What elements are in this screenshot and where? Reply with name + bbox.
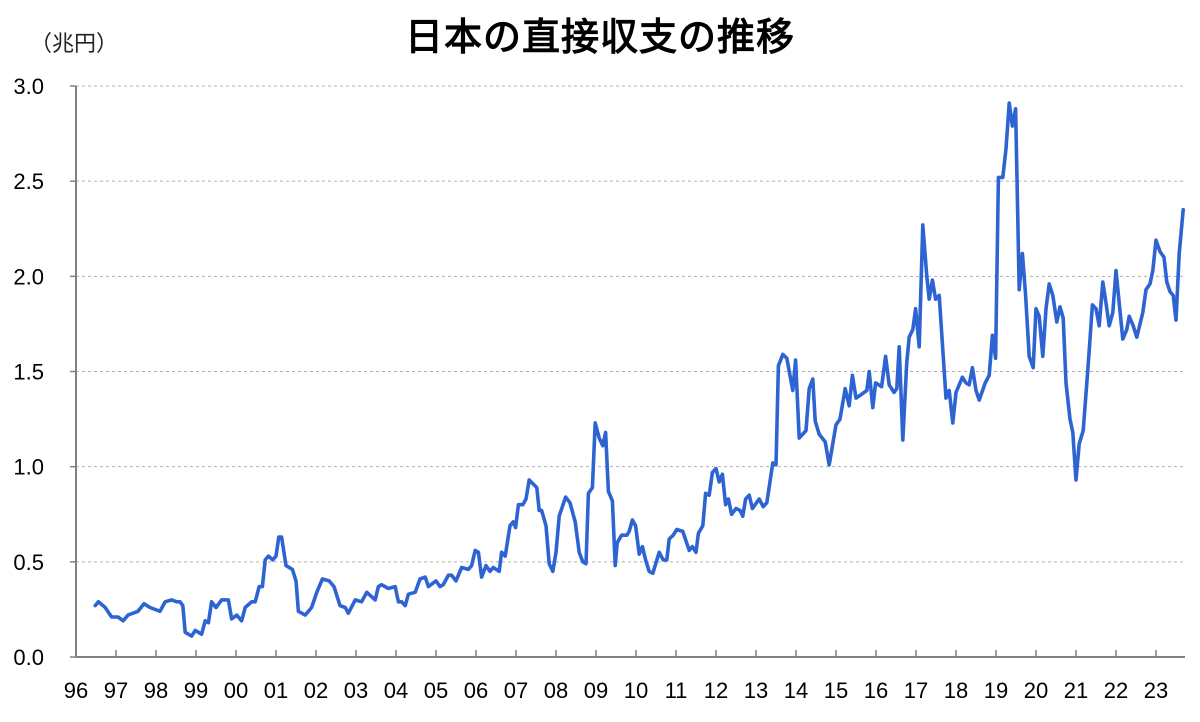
- x-tick-label: 02: [304, 678, 328, 703]
- series-line: [93, 101, 1185, 638]
- y-tick-labels: 0.0 0.5 1.0 1.5 2.0 2.5 3.0: [13, 74, 44, 670]
- x-tick-label: 04: [384, 678, 408, 703]
- axes: [70, 85, 1185, 658]
- x-tick-label: 23: [1144, 678, 1168, 703]
- x-tick-label: 99: [184, 678, 208, 703]
- x-tick-label: 12: [704, 678, 728, 703]
- x-tick-label: 11: [665, 678, 688, 703]
- y-tick-label: 2.0: [13, 264, 44, 289]
- x-tick-label: 19: [984, 678, 1008, 703]
- gridlines: [76, 85, 1185, 563]
- x-tick-label: 20: [1024, 678, 1048, 703]
- chart-title: 日本の直接収支の推移: [404, 15, 795, 59]
- y-tick-label: 0.5: [13, 550, 44, 575]
- x-tick-label: 18: [944, 678, 968, 703]
- x-tick-label: 13: [744, 678, 768, 703]
- y-tick-label: 2.5: [13, 169, 44, 194]
- y-tick-label: 0.0: [13, 645, 44, 670]
- x-tick-label: 97: [104, 678, 128, 703]
- x-tick-label: 09: [584, 678, 608, 703]
- series-group: [93, 101, 1185, 638]
- x-tick-label: 05: [424, 678, 448, 703]
- x-tick-label: 96: [64, 678, 88, 703]
- x-tick-label: 03: [344, 678, 368, 703]
- x-tick-label: 17: [904, 678, 928, 703]
- x-tick-label: 01: [264, 678, 288, 703]
- y-tick-label: 1.5: [13, 360, 44, 385]
- x-tick-label: 21: [1064, 678, 1088, 703]
- x-tick-label: 16: [864, 678, 888, 703]
- x-tick-label: 98: [144, 678, 168, 703]
- x-tick-label: 00: [224, 678, 248, 703]
- y-tick-label: 3.0: [13, 74, 44, 99]
- x-tick-label: 06: [464, 678, 488, 703]
- x-tick-labels: 96 97 98 99 00 01 02 03 04 05 06 07 08 09 10 11 12 13 14 15…: [64, 678, 1168, 703]
- x-tick-label: 14: [784, 678, 808, 703]
- x-tick-label: 07: [504, 678, 528, 703]
- y-axis-unit-label: （兆円）: [30, 32, 119, 57]
- x-tick-label: 08: [544, 678, 568, 703]
- x-tick-label: 10: [624, 678, 648, 703]
- x-tick-label: 15: [824, 678, 848, 703]
- y-tick-label: 1.0: [13, 455, 44, 480]
- x-tick-label: 22: [1104, 678, 1128, 703]
